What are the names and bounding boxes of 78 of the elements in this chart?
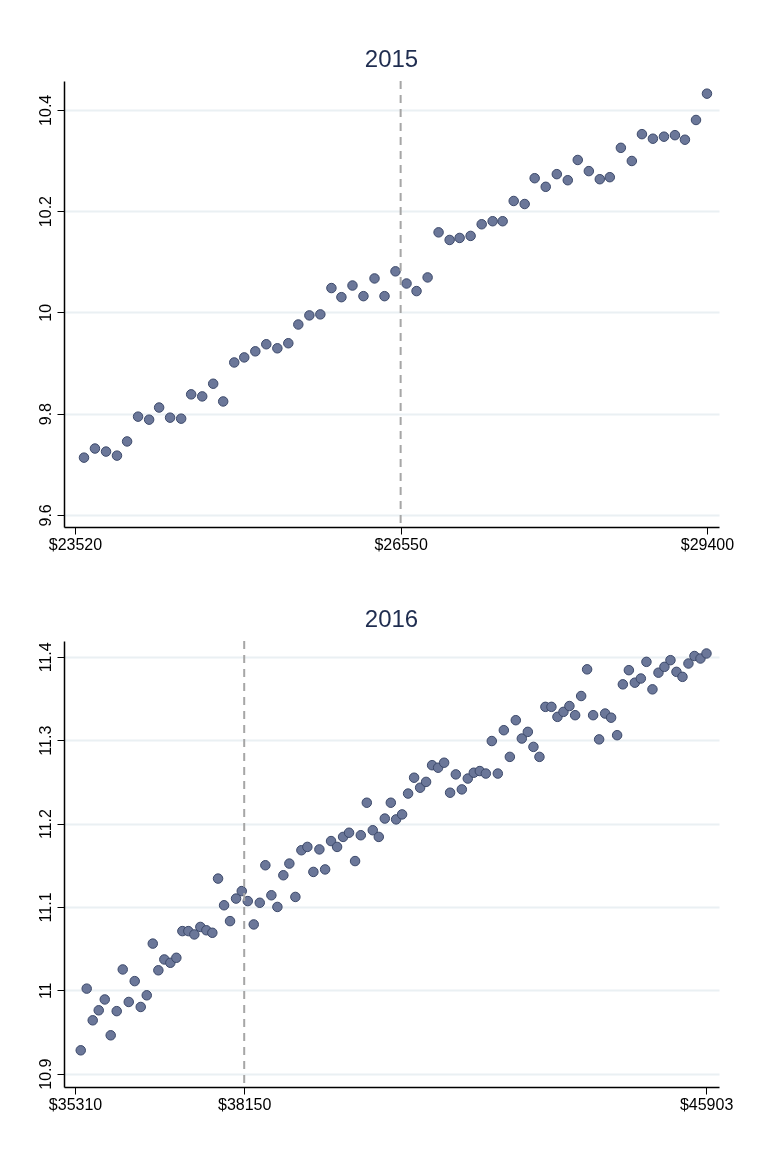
point — [487, 216, 498, 227]
point — [358, 290, 369, 302]
y-tick-label: 11.4 — [36, 642, 54, 673]
point — [701, 88, 713, 99]
point — [636, 128, 648, 140]
y-tick-label: 10.4 — [36, 94, 54, 126]
x-tick-label: $38150 — [218, 1095, 272, 1113]
point — [336, 291, 347, 303]
point — [604, 171, 616, 183]
point — [369, 273, 380, 284]
point — [164, 412, 176, 423]
point — [669, 129, 681, 141]
point — [185, 389, 197, 400]
point — [551, 168, 563, 180]
point — [562, 174, 574, 186]
point — [239, 352, 250, 363]
point — [304, 310, 315, 321]
x-tick-label: $45903 — [679, 1095, 734, 1113]
point — [497, 216, 508, 227]
point — [175, 413, 187, 424]
point — [529, 172, 540, 184]
point — [229, 357, 240, 368]
point — [433, 227, 444, 238]
point — [444, 234, 455, 246]
y-tick-label: 10.9 — [36, 1058, 54, 1090]
y-tick-label: 11.1 — [36, 892, 54, 923]
x-tick-label: $35310 — [48, 1095, 103, 1113]
point — [121, 436, 133, 447]
x-tick-label: $29400 — [680, 535, 735, 553]
point — [390, 266, 401, 277]
point — [465, 230, 476, 242]
point — [89, 443, 101, 454]
point — [401, 278, 412, 289]
point — [594, 173, 606, 185]
point — [647, 133, 659, 144]
point — [132, 411, 144, 422]
point — [658, 131, 670, 142]
point — [100, 446, 112, 457]
chart-title: 2015 — [364, 45, 419, 72]
point — [411, 285, 422, 297]
point — [315, 309, 326, 320]
x-tick-label: $26550 — [374, 535, 428, 553]
point — [143, 414, 155, 425]
y-tick-label: 10 — [36, 303, 54, 322]
point — [111, 450, 123, 461]
y-tick-label: 11 — [36, 982, 54, 1000]
point — [207, 378, 219, 389]
point — [519, 198, 530, 210]
point — [261, 339, 272, 350]
point — [540, 181, 551, 193]
point — [583, 165, 595, 177]
point — [454, 232, 465, 244]
point — [217, 396, 229, 407]
point — [626, 155, 638, 167]
point — [283, 338, 294, 349]
y-tick-label: 11.3 — [36, 725, 54, 756]
point — [326, 282, 337, 294]
point — [690, 114, 702, 126]
y-tick-label: 9.8 — [36, 402, 54, 426]
point — [196, 391, 208, 402]
chart-title: 2016 — [364, 605, 419, 632]
point — [679, 134, 691, 145]
x-tick-label: $23520 — [48, 535, 103, 553]
point — [293, 319, 304, 330]
point — [615, 142, 627, 154]
point — [250, 346, 261, 357]
point — [153, 402, 165, 413]
y-tick-label: 9.6 — [36, 504, 54, 527]
point — [272, 343, 283, 354]
point — [379, 290, 390, 302]
point — [78, 452, 90, 463]
point — [476, 219, 487, 230]
y-tick-label: 10.2 — [36, 195, 54, 228]
y-tick-label: 11.2 — [36, 808, 54, 840]
point — [572, 154, 584, 166]
point — [508, 195, 519, 207]
point — [347, 280, 358, 291]
point — [422, 272, 433, 283]
